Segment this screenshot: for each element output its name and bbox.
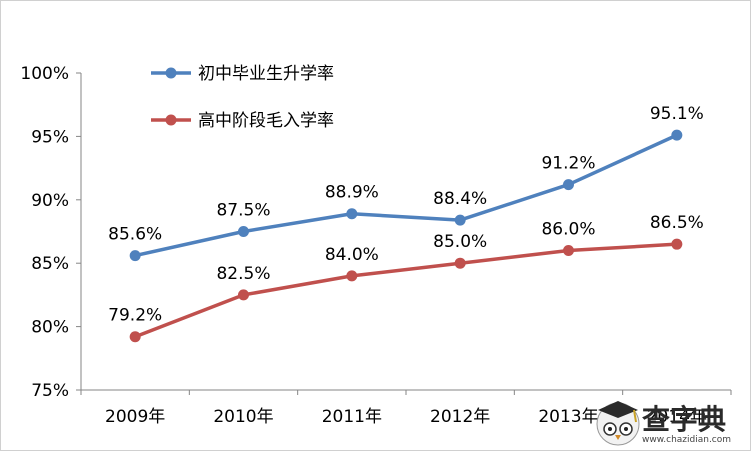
data-label: 86.5% [650,213,704,233]
legend-marker-2 [165,114,177,126]
y-tick-label: 90% [31,191,69,211]
watermark-logo: 查字典 www.chazidian.com [596,401,731,446]
axes: 75% 80% 85% 90% 95% 100% 2009年 2010年 2011年 2012年 2… [20,64,732,427]
watermark-url: www.chazidian.com [642,435,731,445]
data-point [563,245,574,257]
data-point [671,129,683,141]
data-label: 82.5% [216,264,270,284]
data-point [129,250,141,262]
data-point [671,238,683,250]
x-tick-label: 2012年 [430,407,490,427]
x-tick-label: 2013年 [538,407,598,427]
data-label: 88.4% [433,189,487,209]
data-label: 88.9% [325,183,379,203]
data-label: 85.6% [108,225,162,245]
x-tick-label: 2010年 [213,407,273,427]
series-line-2 [134,242,677,339]
legend-label-2: 高中阶段毛入学率 [198,111,334,131]
y-tick-label: 95% [31,127,69,147]
series-layer [129,129,683,343]
data-label: 87.5% [216,201,270,221]
data-point [238,289,249,301]
data-label: 91.2% [541,154,595,174]
data-label: 84.0% [325,245,379,265]
watermark-text: 查字典 [642,403,726,436]
y-tick-label: 75% [31,381,69,401]
data-point [346,208,358,220]
data-label: 86.0% [541,220,595,240]
data-point [238,226,249,237]
x-tick-label: 2011年 [322,407,382,427]
series-line-1 [134,133,678,258]
x-tick-label: 2009年 [105,407,165,427]
data-labels: 85.6% 87.5% 88.9% 88.4% 91.2% 95.1% 79.2% 82.5%… [108,104,704,326]
y-tick-label: 80% [31,318,69,338]
y-tick-label: 85% [31,254,69,274]
data-label: 79.2% [108,306,162,326]
legend-marker-1 [165,67,177,79]
data-point [454,257,466,269]
legend-label-1: 初中毕业生升学率 [198,64,334,84]
data-point [346,270,358,282]
data-point [563,179,574,191]
data-point [129,331,141,343]
data-label: 85.0% [433,232,487,252]
x-tick-label: 2014年 [647,407,707,427]
data-label: 95.1% [650,104,704,124]
data-point [454,214,466,226]
graduate-owl-logo-icon [596,401,640,446]
y-tick-label: 100% [20,64,69,84]
